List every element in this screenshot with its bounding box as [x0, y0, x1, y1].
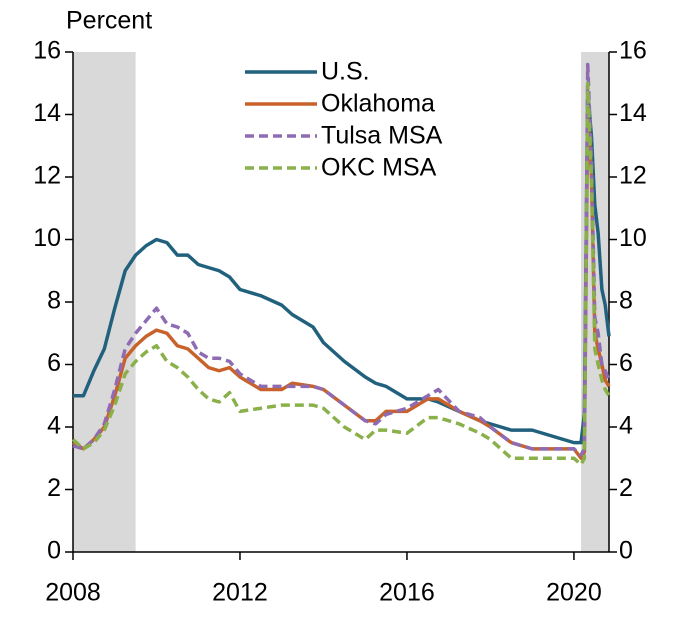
- x-tick-label: 2008: [45, 579, 101, 607]
- y2-tick-label: 16: [619, 37, 647, 65]
- y-tick-label: 6: [47, 349, 61, 377]
- y-tick-label: 10: [33, 224, 61, 252]
- y-tick-label: 4: [47, 412, 61, 440]
- x-tick-label: 2016: [379, 579, 435, 607]
- series-line: [71, 81, 611, 467]
- y2-tick-label: 14: [619, 99, 647, 127]
- y2-tick-label: 8: [619, 287, 633, 315]
- y2-tick-label: 4: [619, 412, 633, 440]
- legend-label: U.S.: [321, 58, 370, 86]
- y-tick-label: 14: [33, 99, 61, 127]
- y2-tick-label: 10: [619, 224, 647, 252]
- legend-label: OKC MSA: [321, 154, 437, 182]
- y2-tick-label: 12: [619, 162, 647, 190]
- y-tick-label: 12: [33, 162, 61, 190]
- y2-tick-label: 2: [619, 474, 633, 502]
- y-tick-label: 0: [47, 537, 61, 565]
- y2-tick-label: 6: [619, 349, 633, 377]
- legend-label: Oklahoma: [321, 90, 435, 118]
- y-tick-label: 8: [47, 287, 61, 315]
- recession-band: [73, 52, 136, 552]
- y-tick-label: 16: [33, 37, 61, 65]
- y-tick-label: 2: [47, 474, 61, 502]
- y-axis-label: Percent: [66, 7, 152, 35]
- x-tick-label: 2012: [212, 579, 268, 607]
- y2-tick-label: 0: [619, 537, 633, 565]
- x-tick-label: 2020: [546, 579, 602, 607]
- legend-label: Tulsa MSA: [321, 122, 443, 150]
- series-line: [72, 62, 611, 457]
